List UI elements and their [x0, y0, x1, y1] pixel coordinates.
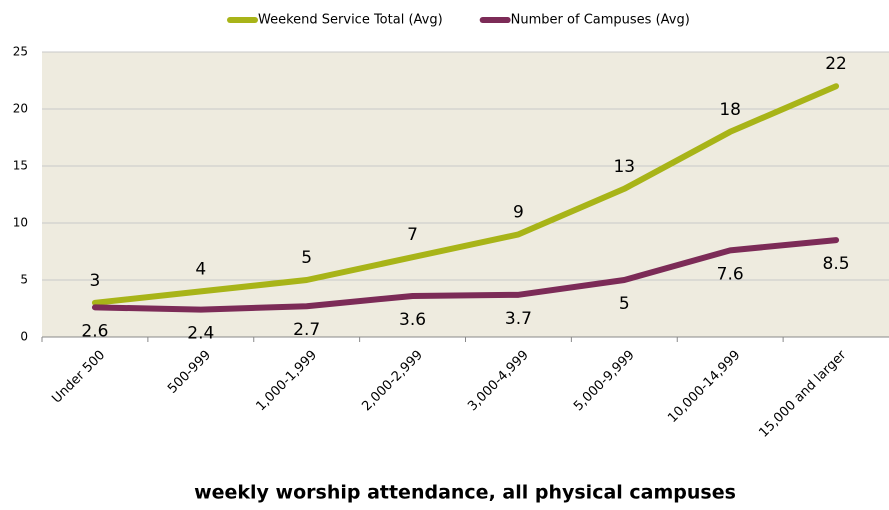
plot-area [42, 52, 889, 337]
data-label: 5 [619, 294, 630, 314]
data-label: 22 [825, 54, 847, 74]
data-label: 5 [301, 248, 312, 268]
y-tick-label: 10 [13, 216, 28, 230]
series-line [91, 237, 840, 313]
data-label: 9 [513, 202, 524, 222]
x-axis-title: weekly worship attendance, all physical … [194, 482, 736, 504]
data-label: 7.6 [717, 264, 744, 284]
y-tick-label: 0 [20, 330, 28, 344]
data-label: 3.6 [399, 310, 426, 330]
series-line [91, 83, 840, 306]
data-label: 3.7 [505, 309, 532, 329]
legend-label: Weekend Service Total (Avg) [258, 13, 443, 28]
data-label: 13 [613, 157, 635, 177]
y-tick-label: 25 [13, 45, 28, 59]
data-label: 2.7 [293, 320, 320, 340]
y-tick-label: 20 [13, 102, 28, 116]
x-tick-label: 5,000-9,999 [571, 348, 638, 415]
data-label: 18 [719, 100, 741, 120]
data-label: 2.6 [81, 321, 108, 341]
data-label: 3 [90, 271, 101, 291]
data-label: 8.5 [823, 254, 850, 274]
data-label: 2.4 [187, 324, 214, 344]
data-label: 7 [407, 225, 418, 245]
x-tick-label: 2,000-2,999 [359, 348, 426, 415]
y-tick-label: 5 [20, 273, 28, 287]
x-tick-label: 10,000-14,999 [665, 348, 743, 426]
x-tick-label: Under 500 [49, 348, 108, 407]
legend-label: Number of Campuses (Avg) [511, 13, 690, 28]
data-label: 4 [195, 259, 206, 279]
y-tick-label: 15 [13, 159, 28, 173]
x-tick-label: 1,000-1,999 [253, 348, 320, 415]
x-tick-label: 3,000-4,999 [465, 348, 532, 415]
x-tick-label: 15,000 and larger [756, 347, 849, 440]
x-tick-label: 500-999 [165, 348, 214, 397]
